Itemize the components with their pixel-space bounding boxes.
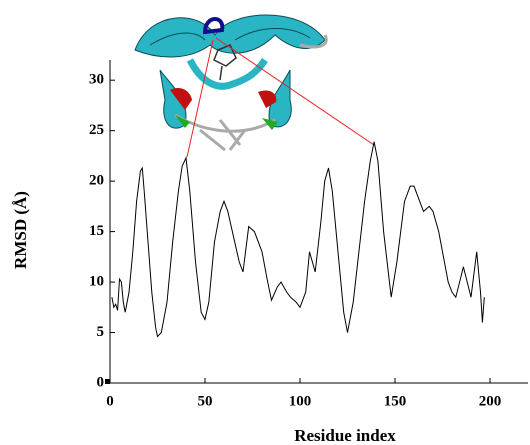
origin-marker (105, 379, 110, 384)
protein-structure (134, 14, 328, 152)
y-tick-label: 15 (89, 223, 104, 239)
annotation-line (186, 39, 214, 158)
x-tick-label: 0 (106, 393, 114, 409)
x-axis-label: Residue index (294, 426, 396, 445)
y-tick-label: 30 (89, 72, 104, 88)
x-tick-label: 100 (289, 393, 312, 409)
y-tick-label: 10 (89, 274, 104, 290)
x-tick-label: 200 (479, 393, 502, 409)
y-tick-label: 25 (89, 122, 104, 138)
y-tick-label: 0 (97, 374, 105, 390)
y-tick-label: 5 (97, 324, 105, 340)
y-axis-label: RMSD (Å) (11, 191, 30, 269)
x-tick-label: 150 (384, 393, 407, 409)
annotation-line (215, 37, 375, 146)
y-tick-label: 20 (89, 173, 104, 189)
x-tick-label: 50 (198, 393, 213, 409)
data-line (111, 141, 485, 338)
